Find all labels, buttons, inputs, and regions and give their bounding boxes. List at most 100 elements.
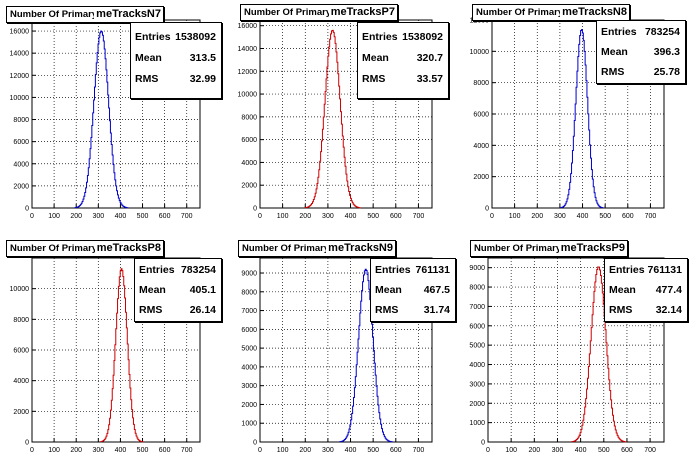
x-tick-label: 0 [258,213,262,220]
x-tick-label: 200 [299,213,311,220]
x-tick-label: 400 [577,213,589,220]
hist-title: Number Of Primary Tracks P7 [244,7,379,18]
y-tick-label: 6000 [469,323,485,330]
entries-value: 783254 [180,264,216,276]
stats-mean-row: Mean 467.5 [371,280,455,300]
y-tick-label: 6000 [241,137,257,144]
y-tick-label: 6000 [13,348,29,355]
x-tick-label: 500 [367,447,379,454]
x-tick-label: 100 [48,213,60,220]
hist-title-box: Number Of Primary Tracks P9 meTracksP9 [470,240,628,257]
stats-box: Entries 1538092 Mean 313.5 RMS 32.99 [130,22,222,99]
hist-title-box: Number Of Primary Tracks N9 meTracksN9 [238,240,396,257]
stats-rms-row: RMS 25.78 [597,62,685,82]
x-tick-label: 300 [322,447,334,454]
hist-title-box: Number Of Primary Tracks P7 meTracksP7 [240,4,398,21]
hist-title: Number Of Primary Tracks P8 [10,243,145,254]
stats-entries-row: Entries 761131 [371,260,455,280]
histogram-p9: 0 100 200 300 400 500 600 700010002000300040005… [469,257,665,454]
y-tick-label: 9000 [241,271,257,278]
stat-name: meTracksP9 [558,241,625,256]
x-tick-label: 200 [70,447,82,454]
x-tick-label: 0 [30,447,34,454]
entries-label: Entries [362,31,398,43]
pad-p9: 0 100 200 300 400 500 600 700 0 1000 2000 3000 4000 5… [464,236,696,472]
hist-title: Number Of Primary Tracks N9 [242,243,377,254]
x-tick-label: 500 [599,213,611,220]
hist-title-box: Number Of Primary Tracks N7 meTracksN7 [6,6,164,23]
y-tick-label: 6000 [473,112,489,119]
stats-entries-row: Entries 1538092 [358,27,448,48]
x-tick-label: 300 [552,447,564,454]
y-tick-label: 2000 [473,174,489,181]
histogram-line [100,268,144,443]
x-tick-label: 500 [367,213,379,220]
y-tick-label: 2000 [241,402,257,409]
stats-entries-row: Entries 1538092 [131,27,221,48]
stats-rms-row: RMS 33.57 [358,69,448,90]
y-tick-label: 0 [253,440,257,447]
x-tick-label: 700 [413,213,425,220]
rms-value: 32.14 [655,304,682,316]
y-tick-label: 3000 [241,383,257,390]
stats-rms-row: RMS 31.74 [371,300,455,320]
x-tick-label: 400 [115,213,127,220]
x-tick-label: 0 [486,447,490,454]
entries-label: Entries [375,264,411,276]
rms-label: RMS [139,304,163,316]
entries-value: 1538092 [402,31,443,43]
x-tick-label: 400 [345,447,357,454]
stats-mean-row: Mean 396.3 [597,42,685,62]
y-tick-label: 4000 [13,161,29,168]
y-tick-label: 10000 [10,286,30,293]
histogram-line [560,29,604,209]
y-tick-label: 5000 [469,343,485,350]
mean-label: Mean [609,284,636,296]
y-tick-label: 12000 [10,73,30,80]
y-tick-label: 4000 [241,364,257,371]
y-tick-label: 8000 [469,285,485,292]
mean-value: 467.5 [423,284,450,296]
y-tick-label: 0 [485,206,489,213]
y-tick-label: 3000 [469,381,485,388]
y-tick-label: 14000 [238,46,258,53]
y-tick-label: 6000 [241,327,257,334]
stats-mean-row: Mean 313.5 [131,48,221,69]
histogram-line [74,30,129,209]
y-tick-label: 4000 [469,362,485,369]
y-tick-label: 4000 [13,378,29,385]
stats-box: Entries 761131 Mean 467.5 RMS 31.74 [370,258,456,322]
stat-name: meTracksP8 [94,241,161,256]
y-tick-label: 6000 [13,139,29,146]
y-tick-label: 8000 [473,80,489,87]
y-tick-label: 9000 [469,265,485,272]
entries-value: 1538092 [175,31,216,43]
pad-p7: 0 100 200 300 400 500 600 700 0 2000 4000 6000 8000 1… [232,0,464,236]
x-tick-label: 400 [575,447,587,454]
x-tick-label: 200 [528,447,540,454]
y-tick-label: 8000 [241,114,257,121]
x-tick-label: 600 [159,447,171,454]
stats-entries-row: Entries 761131 [605,260,687,280]
entries-label: Entries [609,264,645,276]
y-tick-label: 7000 [241,308,257,315]
y-tick-label: 2000 [13,409,29,416]
entries-value: 783254 [644,26,680,38]
y-tick-label: 4000 [473,143,489,150]
x-tick-label: 200 [70,213,82,220]
mean-label: Mean [139,284,166,296]
y-tick-label: 16000 [10,29,30,36]
stats-mean-row: Mean 320.7 [358,48,448,69]
y-tick-label: 0 [25,440,29,447]
stats-entries-row: Entries 783254 [597,22,685,42]
y-tick-label: 2000 [469,401,485,408]
stats-rms-row: RMS 32.99 [131,69,221,90]
y-tick-label: 8000 [13,317,29,324]
stats-rms-row: RMS 32.14 [605,300,687,320]
histogram-line [339,268,394,443]
x-tick-label: 100 [277,447,289,454]
stats-entries-row: Entries 783254 [135,260,221,280]
y-tick-label: 2000 [13,183,29,190]
rms-label: RMS [362,73,386,85]
x-tick-label: 700 [645,213,657,220]
